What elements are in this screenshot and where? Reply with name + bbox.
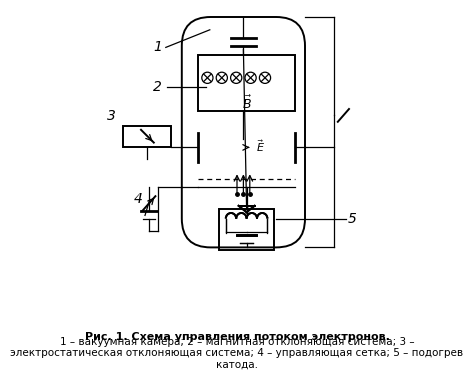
Text: Рис. 1. Схема управления потоком электронов.: Рис. 1. Схема управления потоком электро…	[84, 332, 390, 342]
Text: 3: 3	[107, 109, 116, 123]
Bar	[198, 56, 295, 111]
Text: $\vec{E}$: $\vec{E}$	[256, 139, 265, 154]
Bar	[123, 126, 172, 147]
Text: 1 – вакуумная камера; 2 – магнитная отклоняющая система; 3 –
электростатическая : 1 – вакуумная камера; 2 – магнитная откл…	[10, 337, 464, 370]
Text: 5: 5	[348, 212, 357, 226]
Bar	[219, 209, 274, 250]
Text: $\vec{B}$: $\vec{B}$	[242, 95, 252, 112]
Text: 2: 2	[154, 80, 162, 94]
Text: 4: 4	[133, 192, 142, 206]
Text: 1: 1	[154, 40, 162, 54]
